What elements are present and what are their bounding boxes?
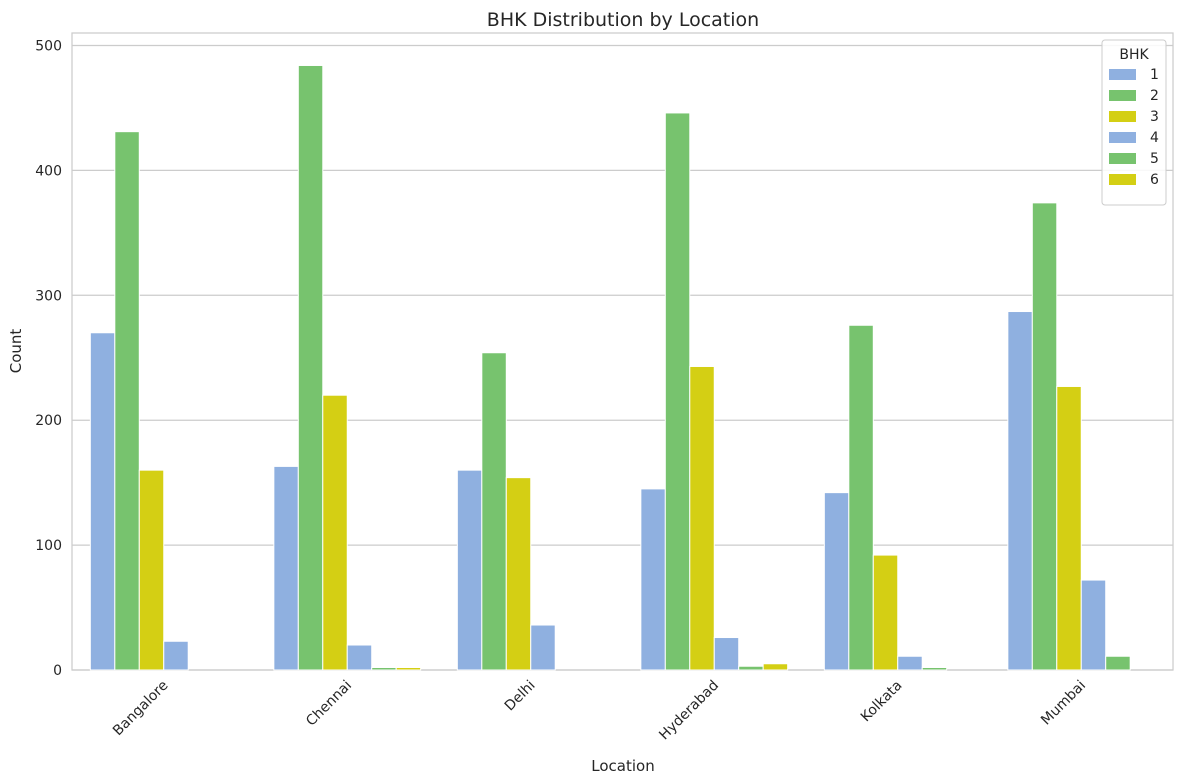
- legend-label: 4: [1150, 130, 1159, 146]
- chart-title: BHK Distribution by Location: [487, 9, 759, 31]
- legend-swatch-bhk-5: [1109, 153, 1136, 164]
- bar-chennai-bhk-3: [322, 394, 348, 671]
- bar-chennai-bhk-4: [346, 644, 373, 671]
- bar-hyderabad-bhk-2: [664, 112, 691, 671]
- bar-mumbai-bhk-3: [1056, 385, 1082, 671]
- bar-delhi-bhk-2: [481, 352, 507, 671]
- legend-swatch-bhk-3: [1109, 111, 1136, 122]
- bars: [89, 64, 1131, 671]
- bar-mumbai-bhk-4: [1080, 579, 1107, 671]
- x-tick-labels: Bangalore Chennai Delhi Hyderabad Kolkata Mum…: [110, 678, 1089, 744]
- legend-title: BHK: [1119, 47, 1149, 63]
- bar-chennai-bhk-5: [371, 667, 397, 671]
- y-tick-label: 300: [35, 288, 62, 304]
- legend-label: 5: [1150, 151, 1159, 167]
- y-tick-label: 0: [53, 663, 62, 679]
- bar-bangalore-bhk-2: [114, 131, 140, 671]
- bar-bangalore-bhk-1: [89, 332, 116, 671]
- bar-hyderabad-bhk-4: [713, 637, 740, 671]
- bar-chennai-bhk-2: [297, 64, 324, 671]
- legend-swatch-bhk-1: [1109, 69, 1136, 80]
- y-axis-label: Count: [7, 329, 25, 374]
- legend-label: 6: [1150, 172, 1159, 188]
- legend-swatch-bhk-6: [1109, 174, 1136, 185]
- bar-kolkata-bhk-3: [872, 554, 899, 671]
- bar-delhi-bhk-3: [505, 477, 532, 671]
- y-tick-label: 400: [35, 163, 62, 179]
- bar-mumbai-bhk-1: [1007, 311, 1033, 671]
- legend: BHK 1 2 3 4 5 6: [1101, 39, 1167, 206]
- x-tick-label: Chennai: [303, 678, 355, 730]
- legend-swatch-bhk-2: [1109, 90, 1136, 101]
- y-tick-labels: 0 100 200 300 400 500: [35, 38, 62, 679]
- y-tick-label: 200: [35, 413, 62, 429]
- bar-hyderabad-bhk-3: [689, 365, 715, 671]
- legend-label: 2: [1150, 88, 1159, 104]
- bar-chennai-bhk-1: [273, 465, 299, 671]
- y-tick-label: 500: [35, 38, 62, 54]
- bar-chennai-bhk-6: [395, 667, 422, 671]
- bar-delhi-bhk-4: [530, 624, 556, 671]
- y-tick-label: 100: [35, 538, 62, 554]
- bar-bangalore-bhk-3: [138, 469, 165, 671]
- gridlines: [72, 44, 1173, 671]
- x-tick-label: Bangalore: [110, 678, 172, 740]
- bar-mumbai-bhk-2: [1031, 202, 1058, 671]
- x-tick-label: Hyderabad: [656, 678, 722, 744]
- bar-bangalore-bhk-4: [163, 640, 189, 671]
- x-tick-label: Kolkata: [858, 678, 906, 726]
- bar-hyderabad-bhk-5: [738, 665, 764, 671]
- bar-kolkata-bhk-4: [897, 655, 923, 671]
- legend-label: 1: [1150, 67, 1159, 83]
- bar-kolkata-bhk-2: [848, 324, 874, 671]
- legend-swatch-bhk-4: [1109, 132, 1136, 143]
- bar-hyderabad-bhk-6: [762, 663, 789, 671]
- bar-kolkata-bhk-1: [823, 492, 850, 671]
- bar-kolkata-bhk-5: [921, 667, 948, 671]
- bar-hyderabad-bhk-1: [640, 488, 666, 671]
- bar-delhi-bhk-1: [456, 469, 483, 671]
- x-tick-label: Mumbai: [1038, 678, 1089, 729]
- legend-label: 3: [1150, 109, 1159, 125]
- x-tick-label: Delhi: [502, 678, 539, 715]
- bar-mumbai-bhk-5: [1105, 655, 1131, 671]
- x-axis-label: Location: [591, 757, 654, 775]
